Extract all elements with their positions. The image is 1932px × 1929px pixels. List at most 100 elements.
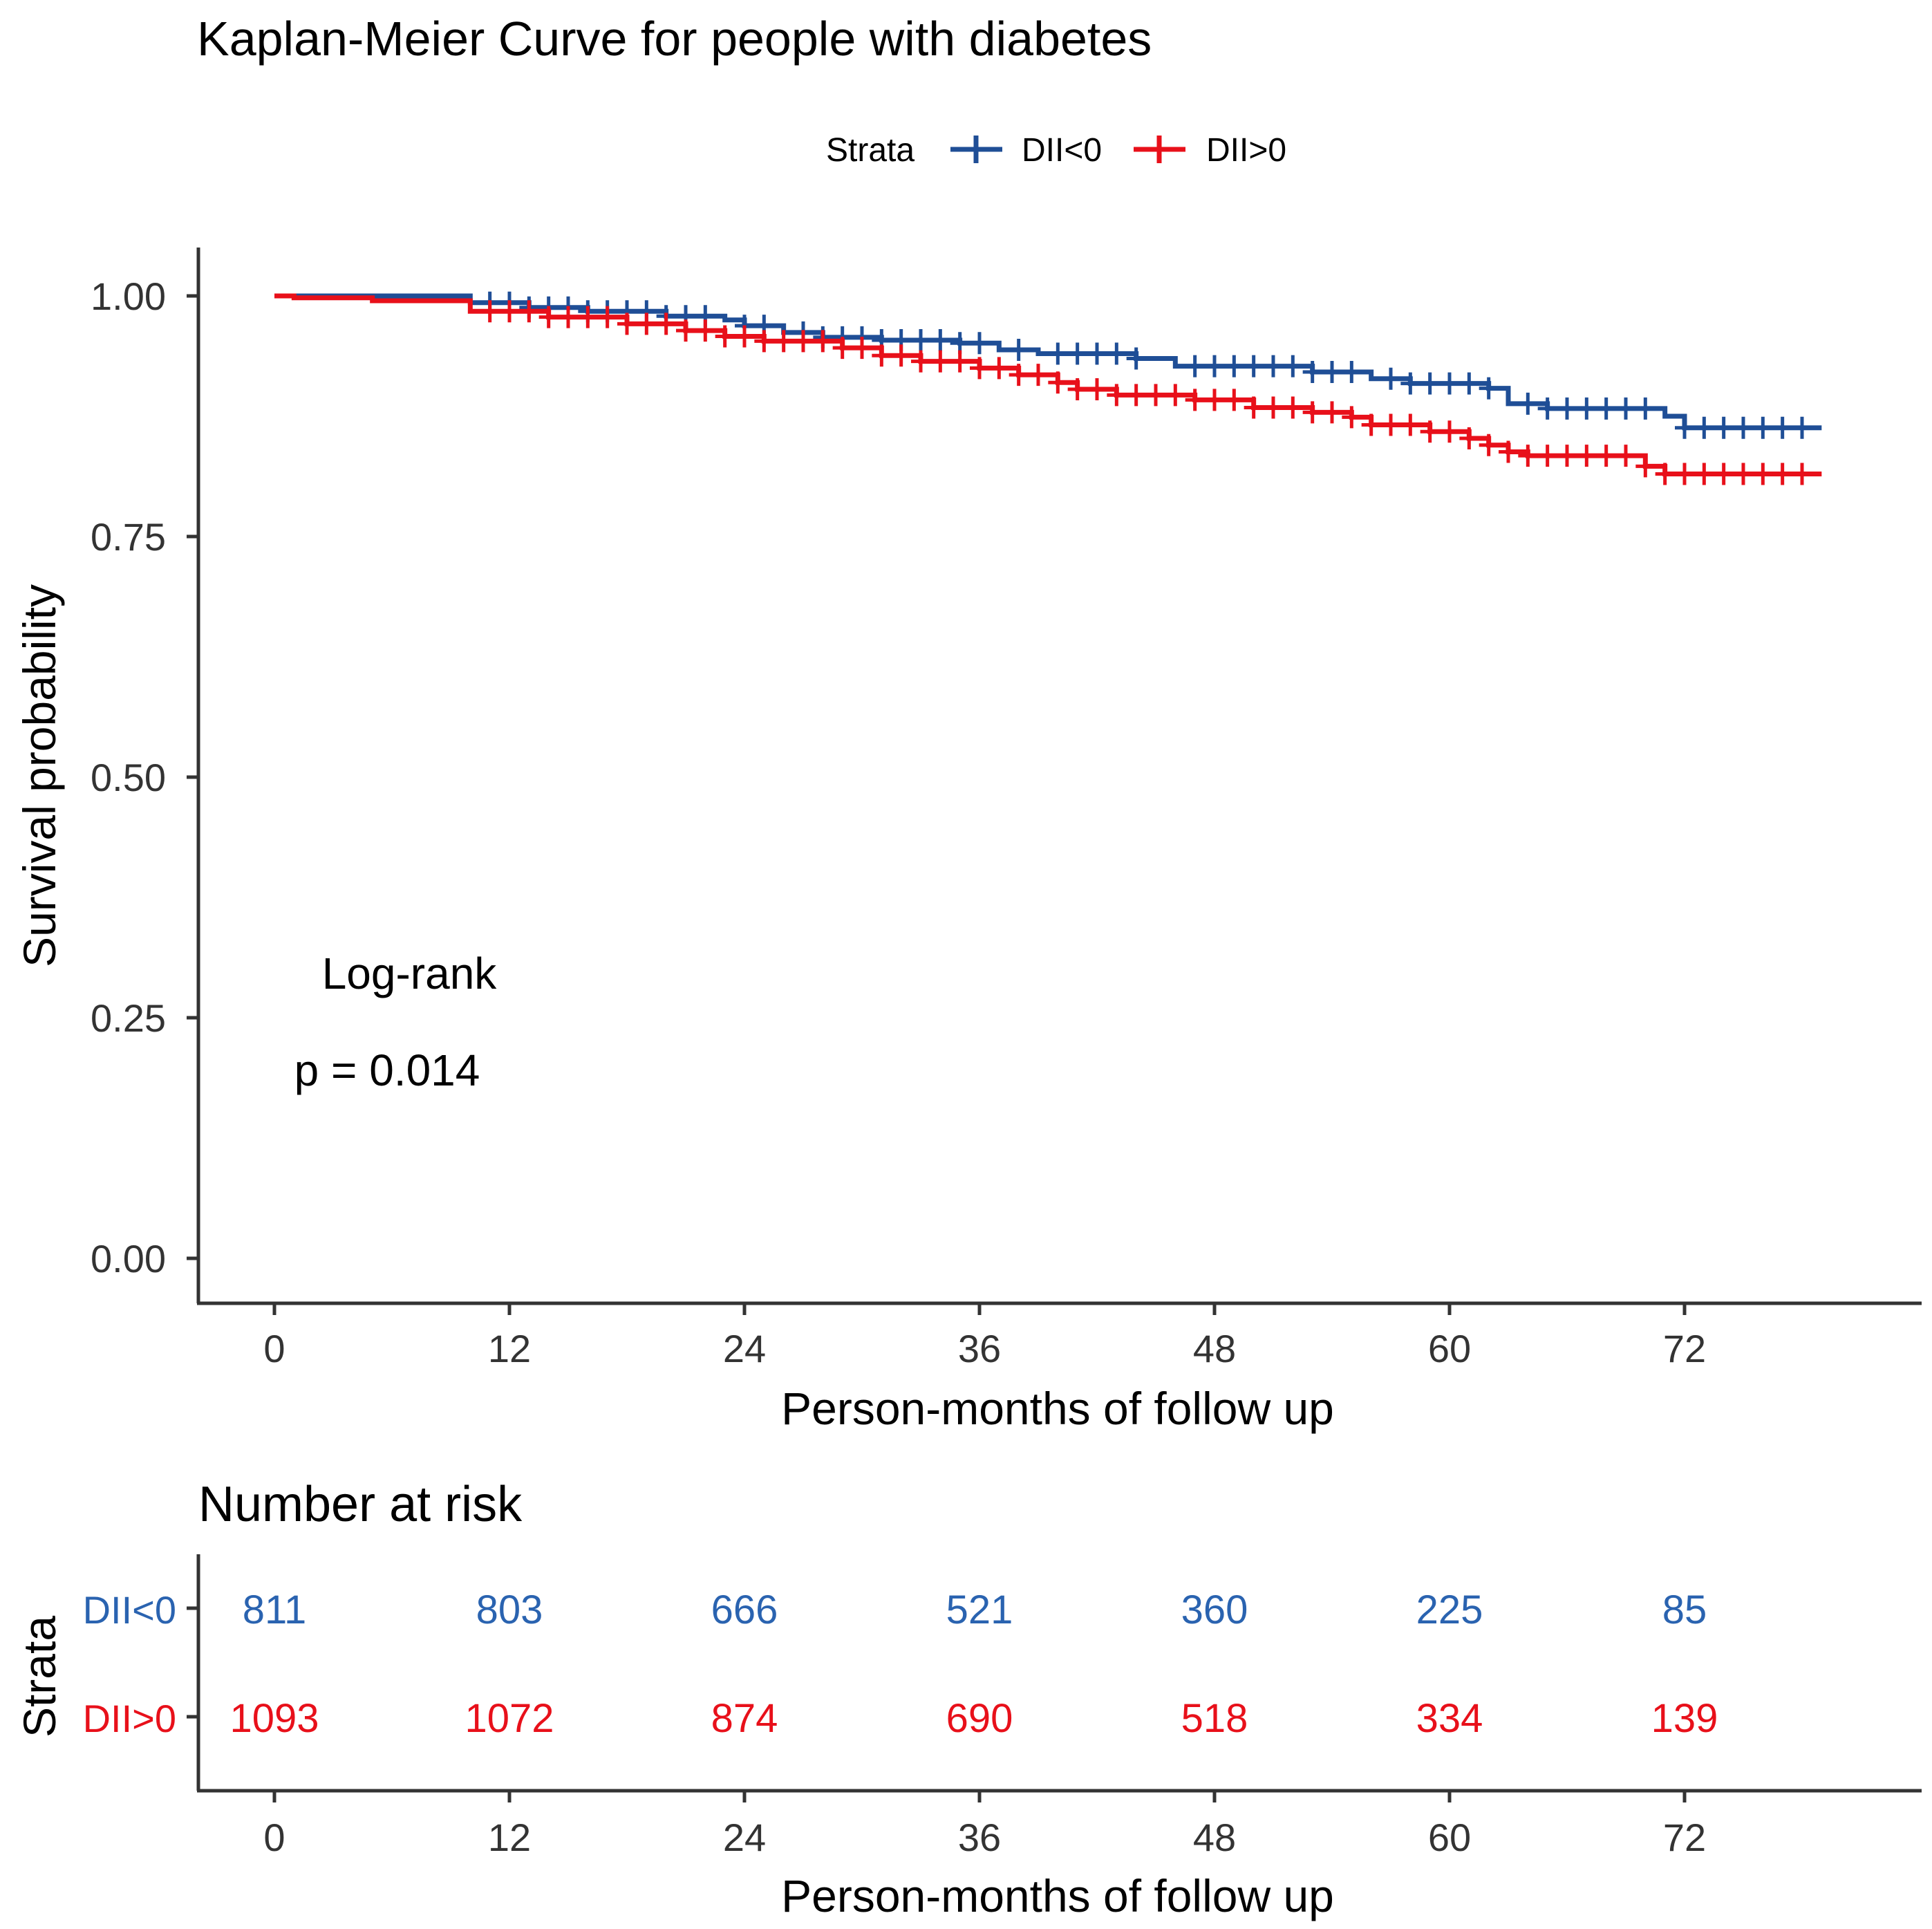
censor-mark xyxy=(950,350,970,373)
survival-curves xyxy=(274,291,1822,485)
censor-mark xyxy=(1792,463,1812,485)
p-value-label: p = 0.014 xyxy=(294,1045,480,1095)
censor-mark xyxy=(989,357,1009,380)
legend-title: Strata xyxy=(826,132,915,169)
censor-mark xyxy=(1616,397,1635,420)
y-tick-label: 0.25 xyxy=(91,996,166,1040)
risk-rows: DII<0 811 803 666 521 360 225 85 DII>0 1093 1072 87… xyxy=(83,1587,1718,1741)
censor-mark xyxy=(1342,360,1362,383)
censor-mark xyxy=(1302,360,1322,383)
censor-mark xyxy=(597,306,617,328)
censor-mark xyxy=(1479,434,1499,456)
censor-mark xyxy=(1185,389,1205,411)
legend-label-dii-gt-0: DII>0 xyxy=(1206,132,1286,169)
censor-mark xyxy=(1381,413,1400,436)
legend-label-dii-lt-0: DII<0 xyxy=(1022,132,1102,169)
risk-x-ticks: 0 12 24 36 48 60 72 xyxy=(263,1791,1706,1859)
censor-mark xyxy=(1459,372,1479,395)
censor-mark xyxy=(852,337,872,360)
censor-mark xyxy=(1048,342,1068,365)
y-tick-label: 0.50 xyxy=(91,756,166,799)
risk-y-axis-label: Strata xyxy=(14,1616,65,1737)
risk-x-axis-label: Person-months of follow up xyxy=(781,1870,1334,1921)
censor-mark xyxy=(970,332,989,355)
risk-table-title: Number at risk xyxy=(198,1477,523,1532)
legend-key-dii-gt-0 xyxy=(1134,136,1185,163)
censor-mark xyxy=(1772,463,1792,485)
risk-row-label: DII<0 xyxy=(83,1588,176,1632)
censor-mark xyxy=(1322,401,1342,424)
censor-mark xyxy=(1322,360,1342,383)
censor-mark xyxy=(1557,397,1577,420)
risk-table: Number at risk DII<0 811 803 666 521 360 225 85… xyxy=(14,1477,1922,1921)
censor-mark xyxy=(1126,384,1146,407)
censor-mark xyxy=(1694,416,1714,439)
risk-x-tick-label: 72 xyxy=(1663,1816,1706,1859)
censor-mark xyxy=(1596,445,1616,467)
censor-mark xyxy=(1048,371,1068,394)
risk-x-tick-label: 24 xyxy=(723,1816,766,1859)
series-dii-gt-0 xyxy=(274,293,1822,485)
x-tick-label: 12 xyxy=(488,1327,531,1370)
x-ticks: 0 12 24 36 48 60 72 xyxy=(263,1303,1706,1370)
risk-value: 334 xyxy=(1416,1696,1483,1741)
x-tick-label: 24 xyxy=(723,1327,766,1370)
censor-mark xyxy=(1440,420,1459,443)
risk-value: 518 xyxy=(1181,1696,1248,1741)
censor-mark xyxy=(1694,463,1714,485)
chart-title: Kaplan-Meier Curve for people with diabe… xyxy=(197,12,1152,66)
censor-mark xyxy=(695,319,715,342)
censor-mark xyxy=(1342,406,1362,429)
censor-mark xyxy=(480,300,500,323)
risk-x-tick-label: 48 xyxy=(1193,1816,1236,1859)
censor-mark xyxy=(1518,445,1538,467)
risk-value: 139 xyxy=(1651,1696,1718,1741)
censor-mark xyxy=(1635,455,1656,478)
risk-x-tick-label: 36 xyxy=(958,1816,1001,1859)
risk-value: 85 xyxy=(1662,1587,1707,1632)
censor-mark xyxy=(1244,355,1264,378)
censor-mark xyxy=(1420,420,1440,443)
legend: Strata DII<0 DII>0 xyxy=(826,132,1286,169)
censor-mark xyxy=(637,313,657,335)
censor-mark xyxy=(500,300,519,323)
censor-mark xyxy=(1283,396,1303,419)
censor-mark xyxy=(1655,463,1675,485)
risk-x-tick-label: 12 xyxy=(488,1816,531,1859)
censor-mark xyxy=(1381,367,1400,390)
censor-mark xyxy=(1577,445,1597,467)
censor-mark xyxy=(1616,445,1635,467)
risk-value: 225 xyxy=(1416,1587,1483,1632)
censor-mark xyxy=(1479,377,1499,400)
censor-mark xyxy=(715,325,735,348)
censor-mark xyxy=(1772,416,1792,439)
censor-mark xyxy=(970,357,989,380)
censor-mark xyxy=(1557,445,1577,467)
censor-mark xyxy=(1400,413,1420,436)
censor-mark xyxy=(1734,463,1753,485)
risk-value: 1093 xyxy=(229,1696,319,1741)
censor-mark xyxy=(1029,364,1048,386)
risk-x-tick-label: 60 xyxy=(1428,1816,1471,1859)
censor-mark xyxy=(754,330,774,353)
risk-x-tick-label: 0 xyxy=(263,1816,285,1859)
risk-value: 1072 xyxy=(465,1696,554,1741)
censor-mark xyxy=(1185,355,1205,378)
censor-mark xyxy=(735,325,754,348)
censor-mark xyxy=(1224,355,1244,378)
x-tick-label: 48 xyxy=(1193,1327,1236,1370)
censor-mark xyxy=(1107,342,1127,365)
censor-mark xyxy=(930,350,950,373)
x-tick-label: 60 xyxy=(1428,1327,1471,1370)
censor-mark xyxy=(1420,372,1440,395)
censor-mark xyxy=(1146,384,1165,407)
censor-mark xyxy=(1753,463,1773,485)
y-tick-label: 0.00 xyxy=(91,1237,166,1280)
censor-mark xyxy=(1459,427,1479,450)
y-tick-label: 0.75 xyxy=(91,515,166,559)
censor-mark xyxy=(1087,378,1107,401)
censor-mark xyxy=(1440,372,1459,395)
censor-mark xyxy=(794,330,813,353)
censor-mark xyxy=(1126,347,1146,370)
